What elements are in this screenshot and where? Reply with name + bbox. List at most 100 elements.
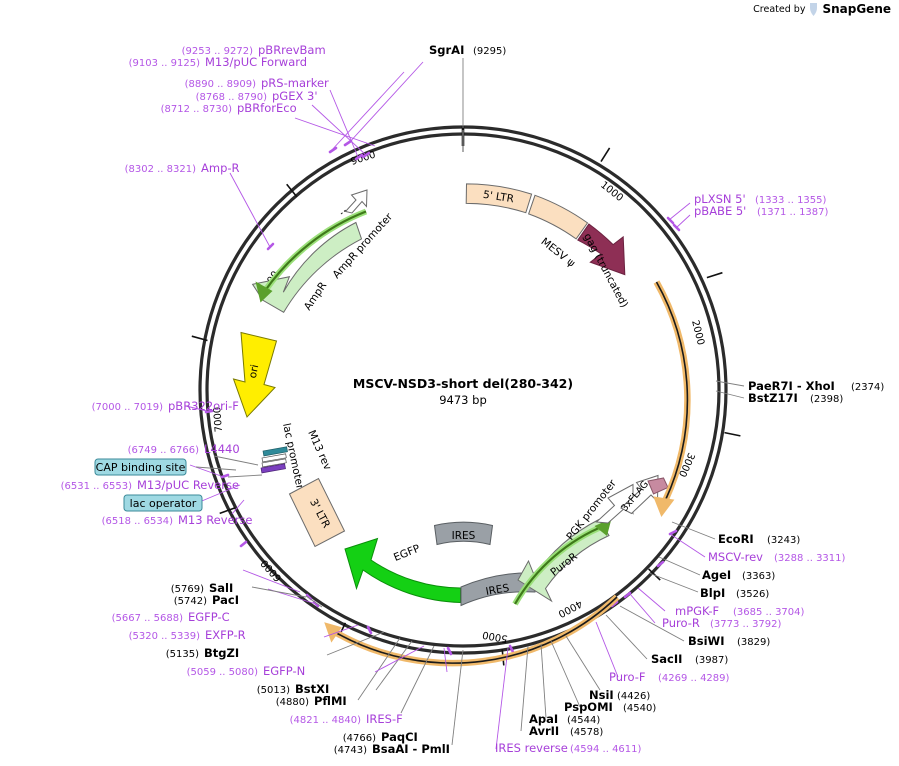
label-apai[interactable]: ApaI bbox=[529, 712, 558, 726]
label-pos: (4578) bbox=[570, 727, 603, 738]
label-paqci[interactable]: PaqCI bbox=[381, 730, 418, 744]
feature-ori[interactable]: ori bbox=[232, 331, 278, 418]
feature-label-egfp: EGFP bbox=[392, 543, 422, 564]
label-pos: (4766) bbox=[343, 733, 376, 744]
label-pos: (4544) bbox=[567, 715, 600, 726]
tick-label-4000: 4000 bbox=[556, 597, 584, 619]
label-bstz17i[interactable]: BstZ17I bbox=[748, 391, 798, 405]
label-pos: (5667 .. 5688) bbox=[112, 613, 184, 624]
label-nsii[interactable]: NsiI bbox=[589, 688, 614, 702]
label-ires-f[interactable]: IRES-F bbox=[366, 712, 403, 726]
feature-mesv-psi[interactable] bbox=[527, 194, 589, 240]
label-pos: (3526) bbox=[736, 589, 769, 600]
label-pos: (4269 .. 4289) bbox=[658, 673, 730, 684]
label-ecori[interactable]: EcoRI bbox=[718, 532, 754, 546]
label-pbrrevbam[interactable]: pBRrevBam bbox=[258, 43, 326, 57]
label-m13puc-reverse[interactable]: M13/pUC Reverse bbox=[137, 478, 239, 492]
label-pos: (4426) bbox=[617, 691, 650, 702]
label-bsaai-pmli[interactable]: BsaAI - PmlI bbox=[372, 742, 450, 756]
ltr-orange-arcs bbox=[324, 280, 691, 667]
feature-label-ires-main: IRES bbox=[485, 582, 511, 598]
label-pbabe-5prime[interactable]: pBABE 5' bbox=[694, 204, 746, 218]
created-by-text: Created by bbox=[753, 3, 806, 15]
plasmid-name: MSCV-NSD3-short del(280-342) bbox=[353, 376, 573, 391]
label-pos: (3987) bbox=[695, 655, 728, 666]
label-pos: (3773 .. 3792) bbox=[710, 619, 782, 630]
label-pos: (7000 .. 7019) bbox=[92, 402, 164, 413]
label-pos: (4540) bbox=[623, 703, 656, 714]
label-pspomi[interactable]: PspOMI bbox=[564, 700, 613, 714]
feature-ires-inner[interactable]: IRES bbox=[433, 521, 494, 546]
label-group-right-top: pLXSN 5' (1333 .. 1355) pBABE 5' (1371 .… bbox=[694, 192, 829, 218]
label-pos: (8890 .. 8909) bbox=[185, 79, 257, 90]
label-plxsn-5prime[interactable]: pLXSN 5' bbox=[694, 192, 746, 206]
snapgene-brand-text: SnapGene bbox=[822, 2, 891, 16]
label-pgex-3prime[interactable]: pGEX 3' bbox=[272, 89, 318, 103]
label-group-bottom-left: (5769) SalI (5742) PacI (5667 .. 5688) E… bbox=[112, 581, 450, 756]
feature-gag-truncated[interactable] bbox=[577, 223, 626, 276]
label-m13puc-forward[interactable]: M13/pUC Forward bbox=[205, 55, 307, 69]
label-pos: (8768 .. 8790) bbox=[196, 92, 268, 103]
label-m13-reverse[interactable]: M13 Reverse bbox=[178, 513, 252, 527]
label-sali[interactable]: SalI bbox=[209, 581, 233, 595]
label-pos: (3288 .. 3311) bbox=[774, 553, 846, 564]
label-sacii[interactable]: SacII bbox=[651, 652, 682, 666]
snapgene-watermark: Created by SnapGene bbox=[753, 2, 891, 16]
label-pos: (5059 .. 5080) bbox=[187, 667, 259, 678]
label-mscv-rev[interactable]: MSCV-rev bbox=[708, 550, 763, 564]
label-pos: (3363) bbox=[742, 571, 775, 582]
feature-3-ltr[interactable]: 3' LTR bbox=[288, 477, 346, 548]
label-blpi[interactable]: BlpI bbox=[700, 586, 725, 600]
label-agei[interactable]: AgeI bbox=[702, 568, 731, 582]
label-pos: (9295) bbox=[473, 46, 506, 57]
label-pflmi[interactable]: PflMI bbox=[314, 694, 347, 708]
label-avrii[interactable]: AvrII bbox=[529, 724, 559, 738]
tick-label-7000: 7000 bbox=[212, 406, 225, 432]
feature-5-ltr[interactable]: 5' LTR bbox=[465, 183, 533, 214]
label-prs-marker[interactable]: pRS-marker bbox=[261, 76, 329, 90]
feature-ampr[interactable] bbox=[251, 221, 363, 313]
tag-cap-binding-site[interactable]: CAP binding site bbox=[94, 458, 187, 476]
label-bstxi[interactable]: BstXI bbox=[295, 682, 329, 696]
label-l4440[interactable]: L4440 bbox=[204, 442, 240, 456]
tick-label-2000: 2000 bbox=[689, 319, 706, 346]
label-pos: (2398) bbox=[810, 394, 843, 405]
feature-label-5-ltr: 5' LTR bbox=[482, 189, 515, 206]
label-group-left: (7000 .. 7019) pBR322ori-F (6749 .. 6766… bbox=[61, 399, 253, 527]
label-pos: (6518 .. 6534) bbox=[102, 516, 174, 527]
feature-label-ampr: AmpR bbox=[302, 280, 329, 313]
feature-label-mesv-psi: MESV ψ bbox=[538, 236, 577, 270]
tag-lac-operator[interactable]: lac operator bbox=[123, 494, 203, 512]
label-mpgk-f[interactable]: mPGK-F bbox=[675, 604, 719, 618]
feature-small-stack[interactable] bbox=[260, 446, 288, 474]
plasmid-size: 9473 bp bbox=[439, 393, 487, 407]
label-btgzi[interactable]: BtgZI bbox=[204, 646, 239, 660]
label-exfp-r[interactable]: EXFP-R bbox=[205, 628, 246, 642]
label-pbr322ori-f[interactable]: pBR322ori-F bbox=[168, 399, 239, 413]
label-group-sgrai: SgrAI (9295) bbox=[429, 43, 506, 57]
feature-label-m13-rev: M13 rev bbox=[305, 428, 333, 472]
label-egfp-n[interactable]: EGFP-N bbox=[263, 664, 305, 678]
label-pbrforeco[interactable]: pBRforEco bbox=[237, 101, 297, 115]
label-paci[interactable]: PacI bbox=[212, 593, 239, 607]
label-amp-r[interactable]: Amp-R bbox=[201, 161, 240, 175]
feature-ampr-arc bbox=[255, 208, 368, 303]
label-pos: (2374) bbox=[851, 382, 884, 393]
label-paer7i-xhoi[interactable]: PaeR7I - XhoI bbox=[748, 379, 835, 393]
label-ires-reverse[interactable]: IRES reverse bbox=[495, 741, 568, 755]
label-sgrai[interactable]: SgrAI bbox=[429, 43, 464, 57]
label-pos: (9103 .. 9125) bbox=[129, 58, 201, 69]
leader-lines bbox=[185, 58, 745, 750]
label-group-bottom-right: NsiI (4426) PspOMI (4540) ApaI (4544) Av… bbox=[495, 688, 656, 755]
label-pos: (6749 .. 6766) bbox=[128, 445, 200, 456]
snapgene-logo-icon bbox=[810, 2, 818, 16]
tag-label-cap: CAP binding site bbox=[96, 461, 186, 474]
label-puro-f[interactable]: Puro-F bbox=[609, 670, 646, 684]
feature-ampr-promoter[interactable] bbox=[340, 189, 368, 215]
label-egfp-c[interactable]: EGFP-C bbox=[188, 610, 230, 624]
label-pos: (5135) bbox=[166, 649, 199, 660]
label-bsiwi[interactable]: BsiWI bbox=[688, 634, 725, 648]
label-puro-r[interactable]: Puro-R bbox=[662, 616, 700, 630]
